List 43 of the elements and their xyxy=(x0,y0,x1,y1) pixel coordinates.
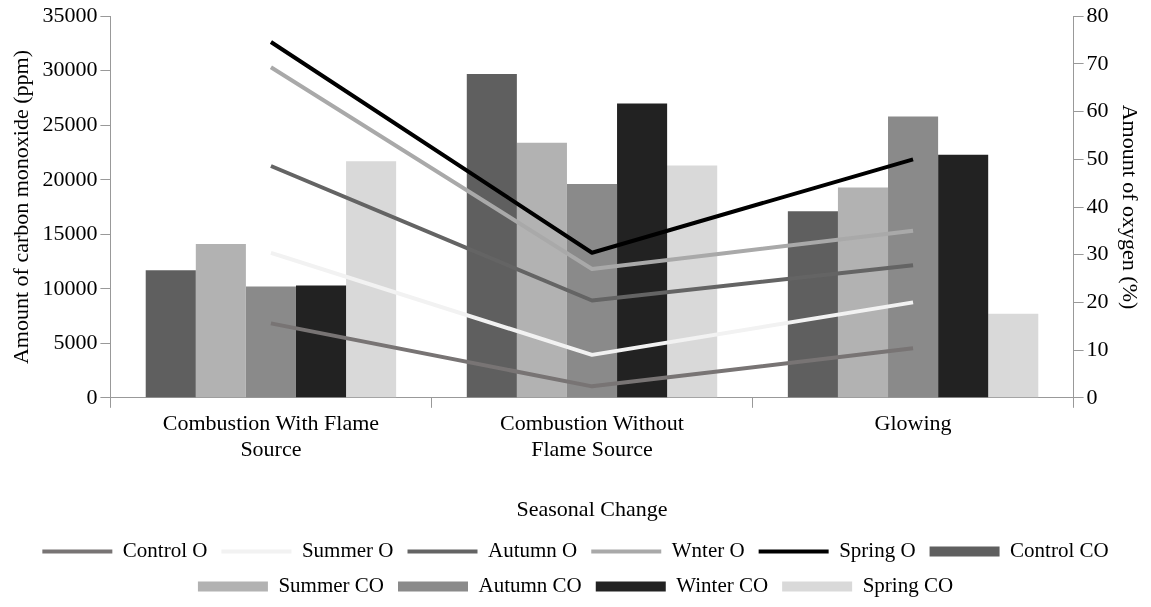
bar xyxy=(346,161,397,398)
legend-label: Autumn O xyxy=(488,538,578,563)
y-tick-label: 20000 xyxy=(42,165,98,191)
bar xyxy=(295,285,347,398)
y2-tick-label: 0 xyxy=(1086,383,1098,409)
y-axis-title: Amount of carbon monoxide (ppm) xyxy=(7,49,33,365)
bar xyxy=(888,116,939,398)
legend-label: Spring O xyxy=(839,538,916,563)
bar xyxy=(617,103,668,398)
y2-tick-label: 40 xyxy=(1086,192,1109,218)
y2-tick-label: 20 xyxy=(1086,288,1109,314)
bar xyxy=(938,154,989,398)
legend-label: Control CO xyxy=(1010,538,1109,563)
y-tick-label: 0 xyxy=(86,383,98,409)
y2-axis-title: Amount of oxygen (%) xyxy=(1118,104,1144,310)
x-tick-label: Glowing xyxy=(874,409,952,435)
bar xyxy=(145,270,196,398)
y2-tick-label: 70 xyxy=(1086,49,1109,75)
y2-tick-label: 30 xyxy=(1086,240,1109,266)
legend-label: Spring CO xyxy=(862,573,954,598)
legend-label: Control O xyxy=(122,538,208,563)
legend-label: Winter CO xyxy=(676,573,769,598)
legend-label: Summer O xyxy=(301,538,394,563)
x-tick-label: Combustion With Flame Source xyxy=(162,409,380,462)
y2-tick-label: 80 xyxy=(1086,1,1109,27)
y-tick-label: 5000 xyxy=(53,329,98,355)
y-tick-label: 35000 xyxy=(42,1,98,27)
y2-tick-label: 60 xyxy=(1086,97,1109,123)
y-tick-label: 30000 xyxy=(42,56,98,82)
bar xyxy=(988,313,1039,398)
legend-label: Wnter O xyxy=(671,538,745,563)
x-tick-label: Combustion Without Flame Source xyxy=(500,409,684,462)
legend-label: Summer CO xyxy=(278,573,385,598)
y2-tick-label: 50 xyxy=(1086,145,1109,171)
y-tick-label: 25000 xyxy=(42,111,98,137)
bar xyxy=(195,244,246,398)
x-axis-title: Seasonal Change xyxy=(516,495,668,521)
y-tick-label: 10000 xyxy=(42,274,98,300)
legend-label: Autumn CO xyxy=(478,573,582,598)
y2-tick-label: 10 xyxy=(1086,335,1109,361)
y-tick-label: 15000 xyxy=(42,220,98,246)
bar xyxy=(245,286,296,398)
bar xyxy=(667,165,718,398)
